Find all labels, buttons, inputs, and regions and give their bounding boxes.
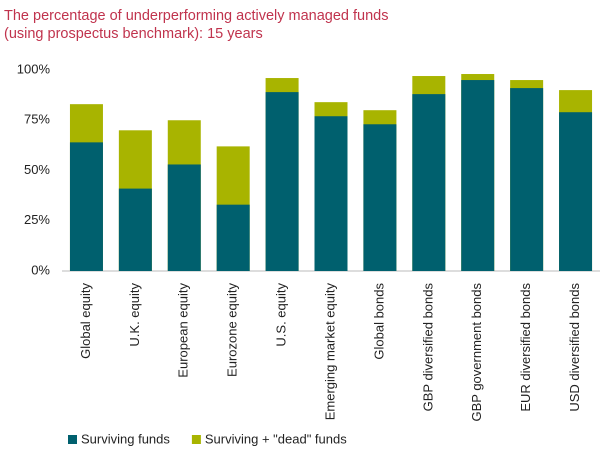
x-tick-label: U.S. equity (274, 283, 289, 347)
bar (363, 124, 397, 272)
x-tick-label: EUR diversified bonds (518, 283, 533, 412)
bar (69, 142, 103, 271)
x-tick-label: Global equity (78, 283, 93, 359)
bar (510, 88, 544, 271)
y-tick-label: 75% (24, 112, 50, 127)
bar (314, 116, 348, 271)
legend-label: Surviving funds (81, 431, 170, 446)
chart-title: (using prospectus benchmark): 15 years (4, 26, 263, 42)
bar (461, 80, 495, 271)
chart-title: The percentage of underperforming active… (4, 8, 388, 24)
x-tick-label: Eurozone equity (225, 283, 240, 377)
x-tick-label: GBP government bonds (469, 283, 484, 422)
y-tick-label: 0% (31, 262, 50, 277)
bar (559, 112, 593, 272)
bar (265, 92, 299, 271)
bar (216, 204, 250, 271)
x-tick-label: USD diversified bonds (567, 283, 582, 412)
x-tick-label: U.K. equity (127, 283, 142, 347)
legend-label: Surviving + "dead" funds (205, 431, 347, 446)
y-tick-label: 50% (24, 162, 50, 177)
bar (167, 164, 201, 271)
legend-swatch (191, 435, 201, 444)
bar (118, 188, 152, 271)
bar (412, 94, 446, 272)
y-tick-label: 25% (24, 212, 50, 227)
x-tick-label: GBP diversified bonds (420, 283, 435, 412)
legend-swatch (68, 435, 77, 444)
x-tick-label: Emerging market equity (322, 283, 337, 421)
x-tick-label: European equity (176, 283, 191, 378)
x-tick-label: Global bonds (371, 283, 386, 360)
y-tick-label: 100% (17, 61, 51, 76)
